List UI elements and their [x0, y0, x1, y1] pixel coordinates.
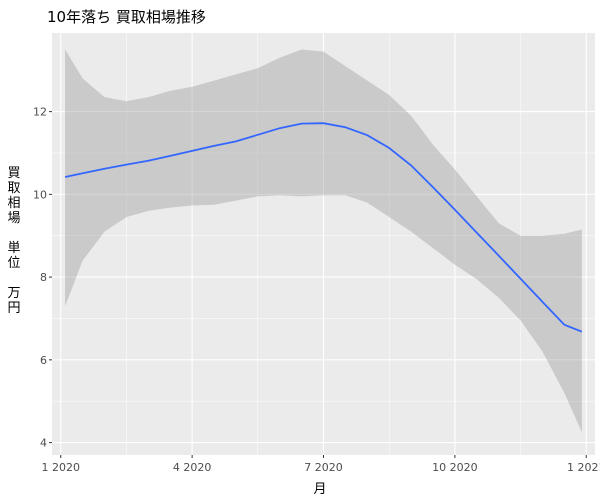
- x-tick-label: 1 2021: [567, 461, 600, 474]
- y-axis-title-char: 円: [7, 301, 20, 316]
- chart-title: 10年落ち 買取相場推移: [47, 8, 206, 26]
- y-tick-label: 4: [40, 437, 47, 450]
- trend-line: [64, 122, 583, 333]
- y-axis-title-char: 位: [7, 256, 20, 271]
- y-axis-title-char: 買: [7, 166, 20, 181]
- y-axis-title-char: 単: [7, 240, 20, 256]
- y-tick-label: 12: [33, 106, 47, 119]
- x-tick-label: 10 2020: [432, 461, 478, 474]
- y-tick-label: 10: [33, 188, 47, 201]
- confidence-ribbon: [65, 49, 582, 433]
- y-tick-label: 8: [40, 271, 47, 284]
- x-tick-label: 4 2020: [173, 461, 212, 474]
- y-axis-title-char: 万: [7, 286, 20, 301]
- x-tick-label: 1 2020: [42, 461, 81, 474]
- x-tick-label: 7 2020: [304, 461, 343, 474]
- y-axis-title-char: 相: [7, 196, 20, 211]
- y-axis: 4 6 8 10 12: [33, 106, 52, 450]
- y-axis-title-char: 場: [7, 211, 20, 226]
- y-tick-label: 6: [40, 354, 47, 367]
- x-axis-title: 月: [313, 482, 326, 497]
- x-axis: 1 2020 4 2020 7 2020 10 2020 1 2021: [42, 455, 600, 474]
- y-axis-title-char: 取: [7, 181, 20, 196]
- major-gridlines: [52, 33, 595, 455]
